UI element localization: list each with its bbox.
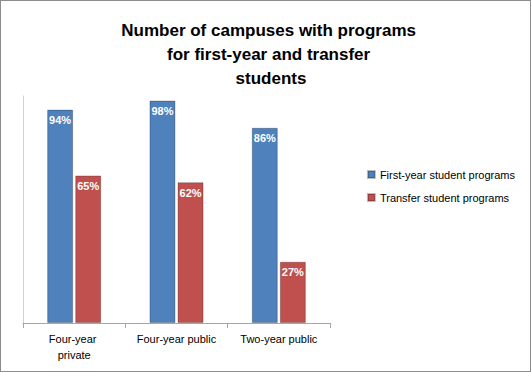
svg-text:Number of campuses with progra: Number of campuses with programs (121, 21, 420, 40)
svg-text:Four-year public: Four-year public (137, 333, 217, 345)
svg-text:94%: 94% (49, 114, 71, 126)
svg-text:65%: 65% (77, 180, 99, 192)
svg-text:students: students (236, 69, 307, 88)
svg-text:Four-year: Four-year (49, 333, 100, 345)
svg-text:27%: 27% (282, 266, 304, 278)
svg-text:98%: 98% (151, 105, 173, 117)
svg-text:private: private (58, 349, 91, 361)
svg-text:Transfer student programs: Transfer student programs (380, 192, 510, 204)
svg-text:86%: 86% (254, 132, 276, 144)
svg-text:62%: 62% (180, 187, 202, 199)
svg-text:Two-year public: Two-year public (240, 333, 318, 345)
svg-text:for first-year and transfer: for first-year and transfer (167, 45, 375, 64)
svg-text:First-year student programs: First-year student programs (380, 169, 516, 181)
